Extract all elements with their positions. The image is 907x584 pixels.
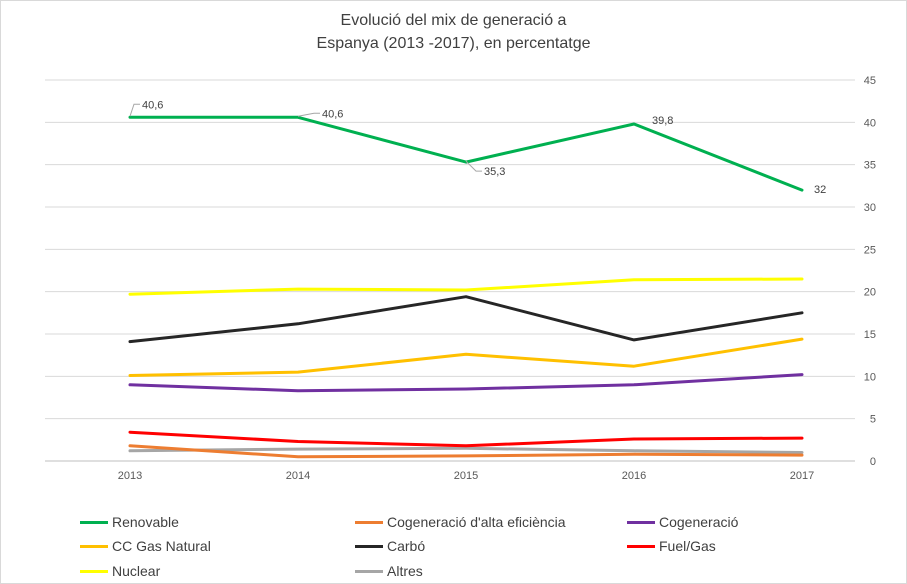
data-label: 32: [814, 184, 826, 196]
y-tick-label: 15: [864, 329, 876, 341]
data-label: 40,6: [142, 99, 163, 111]
series-line-cogeneracio: [128, 373, 804, 393]
y-tick-label: 45: [864, 75, 876, 87]
series-line-renovable: [128, 115, 804, 192]
x-tick-label: 2013: [118, 470, 142, 482]
y-tick-label: 20: [864, 287, 876, 299]
data-label-leader: [297, 112, 320, 117]
series-line-altres: [128, 446, 804, 454]
series-line-cogeneracio-d-alta-eficiencia: [128, 444, 804, 459]
series-line-carbo: [128, 295, 804, 344]
series-line-cc-gas-natural: [128, 337, 804, 377]
data-label: 35,3: [484, 166, 505, 178]
series-line-nuclear: [128, 277, 804, 296]
series-line-fuel-gas: [128, 430, 804, 448]
chart-title-line1: Evolució del mix de generació a: [340, 12, 567, 29]
x-tick-label: 2016: [622, 470, 646, 482]
y-tick-label: 10: [864, 371, 876, 383]
x-tick-label: 2015: [454, 470, 478, 482]
y-tick-label: 0: [870, 456, 876, 468]
data-label-leader: [129, 103, 140, 117]
data-label: 39,8: [652, 115, 673, 127]
y-tick-label: 40: [864, 117, 876, 129]
x-tick-label: 2014: [286, 470, 310, 482]
data-label: 40,6: [322, 108, 343, 120]
x-tick-label: 2017: [790, 470, 814, 482]
y-tick-label: 35: [864, 160, 876, 172]
y-tick-label: 25: [864, 244, 876, 256]
data-label-leader: [465, 160, 482, 172]
chart-title-line2: Espanya (2013 -2017), en percentatge: [316, 35, 591, 52]
y-tick-label: 5: [870, 414, 876, 426]
y-tick-label: 30: [864, 202, 876, 214]
